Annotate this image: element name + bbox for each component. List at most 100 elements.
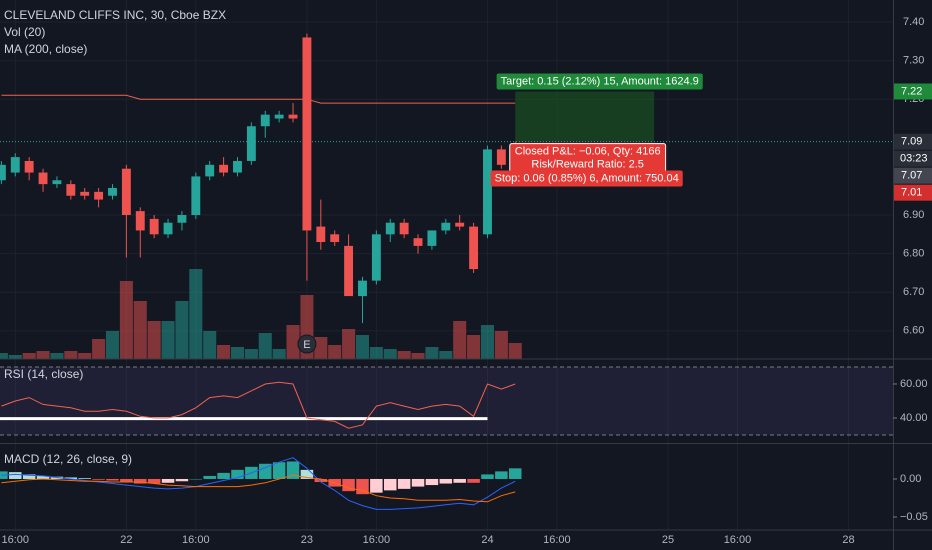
macd-hist-bar	[314, 478, 328, 483]
axes: 16:00 22 16:00 23 16:00 24 16:00 25 16:00 28 7.40 7…	[2, 16, 932, 546]
candle-body	[427, 230, 437, 246]
volume-bar	[161, 321, 175, 359]
candle-body	[135, 211, 145, 231]
candle-body	[316, 226, 326, 243]
rsi-tick-label: 60.00	[900, 378, 928, 390]
candle-body	[469, 226, 479, 270]
price-tag-label: 7.01	[901, 187, 922, 199]
macd-hist-bar	[64, 477, 78, 479]
candle-body	[38, 172, 48, 185]
candle-body	[455, 222, 465, 227]
volume-bar	[50, 353, 64, 359]
x-tick-label: 16:00	[543, 534, 571, 546]
macd-hist-bar	[397, 478, 411, 489]
candle-body	[371, 234, 381, 281]
volume-bar	[133, 301, 147, 359]
candle-body	[205, 164, 215, 177]
macd-hist-bar	[36, 475, 50, 479]
candle-body	[399, 222, 409, 235]
macd-hist-bar	[439, 478, 453, 484]
candle-body	[94, 191, 104, 200]
rr-label: Risk/Reward Ratio: 2.5	[531, 159, 644, 171]
candle-body	[177, 215, 187, 223]
candle-body	[163, 222, 173, 235]
volume-bar	[480, 325, 494, 359]
volume-bar	[78, 353, 92, 359]
volume-bar	[36, 351, 50, 359]
volume-bar	[22, 353, 36, 359]
volume-bar	[272, 349, 286, 359]
volume-bar	[258, 333, 272, 359]
rsi-tick-label: 40.00	[900, 412, 928, 424]
candle-body	[10, 157, 20, 173]
x-tick-label: 16:00	[182, 534, 210, 546]
volume-bar	[397, 351, 411, 359]
candle-body	[358, 280, 367, 297]
x-tick-label: 25	[662, 534, 674, 546]
macd-hist-bar	[147, 478, 161, 484]
price-tag	[894, 167, 932, 184]
candle-body	[24, 160, 34, 173]
candle-body	[385, 222, 395, 235]
candle-body	[413, 238, 423, 246]
macd-hist-bar	[300, 469, 314, 479]
grid	[0, 0, 893, 530]
countdown-label: 03:23	[900, 153, 928, 165]
stop-label-box	[490, 170, 683, 187]
price-tag	[894, 133, 932, 150]
macd-tick-label: 0.00	[900, 473, 921, 485]
candle-body	[344, 245, 354, 297]
volume-bar	[355, 335, 370, 359]
candle-body	[219, 164, 229, 173]
candle-body	[52, 180, 62, 185]
volume-bar	[425, 347, 439, 359]
macd-tick-label: −0.05	[900, 511, 928, 523]
x-tick-label: 28	[842, 534, 854, 546]
candle-body	[233, 160, 242, 173]
volume-bar	[508, 343, 522, 359]
price-tag-label: 7.09	[901, 136, 922, 148]
volume-bar	[328, 345, 342, 359]
macd-hist-bar	[508, 468, 522, 479]
x-tick-label: 22	[120, 534, 132, 546]
macd-hist-bar	[286, 461, 300, 479]
macd-hist-bar	[92, 478, 105, 480]
macd-hist-bar	[342, 478, 355, 492]
macd-hist-bar	[495, 471, 508, 479]
volume-bar	[0, 353, 8, 359]
volume-title: Vol (20)	[4, 25, 45, 39]
candle-body	[191, 176, 201, 216]
volume-bar	[286, 325, 300, 359]
y-tick-label: 6.90	[903, 209, 924, 221]
candle-body	[108, 187, 117, 196]
volume-bar	[8, 355, 22, 359]
target-label-box	[496, 73, 703, 90]
x-tick-label: 23	[301, 534, 313, 546]
volume-bar	[369, 347, 383, 359]
macd-hist-bar	[453, 478, 466, 483]
macd-hist-bar	[370, 478, 383, 493]
price-tag-label: 7.07	[901, 170, 922, 182]
volume-bar	[230, 347, 245, 359]
volume-bar	[175, 301, 189, 359]
volume-bar	[314, 337, 328, 359]
volume-bar	[453, 321, 467, 359]
rsi-line	[1, 381, 516, 429]
candle-body	[0, 164, 6, 181]
price-tag	[894, 184, 932, 201]
x-tick-label: 16:00	[2, 534, 30, 546]
candle-body	[260, 114, 270, 127]
macd-hist-bar	[161, 478, 175, 483]
volume-bar	[411, 353, 425, 359]
volume-bar	[119, 281, 133, 359]
macd-hist-bar	[259, 463, 272, 479]
macd-hist-bar	[272, 462, 286, 479]
chart-title: CLEVELAND CLIFFS INC, 30, Cboe BZX	[4, 8, 226, 22]
macd-hist-bar	[481, 474, 494, 479]
candle-body	[483, 149, 492, 235]
macd-hist-bar	[203, 475, 216, 479]
volume-bar	[494, 331, 508, 359]
